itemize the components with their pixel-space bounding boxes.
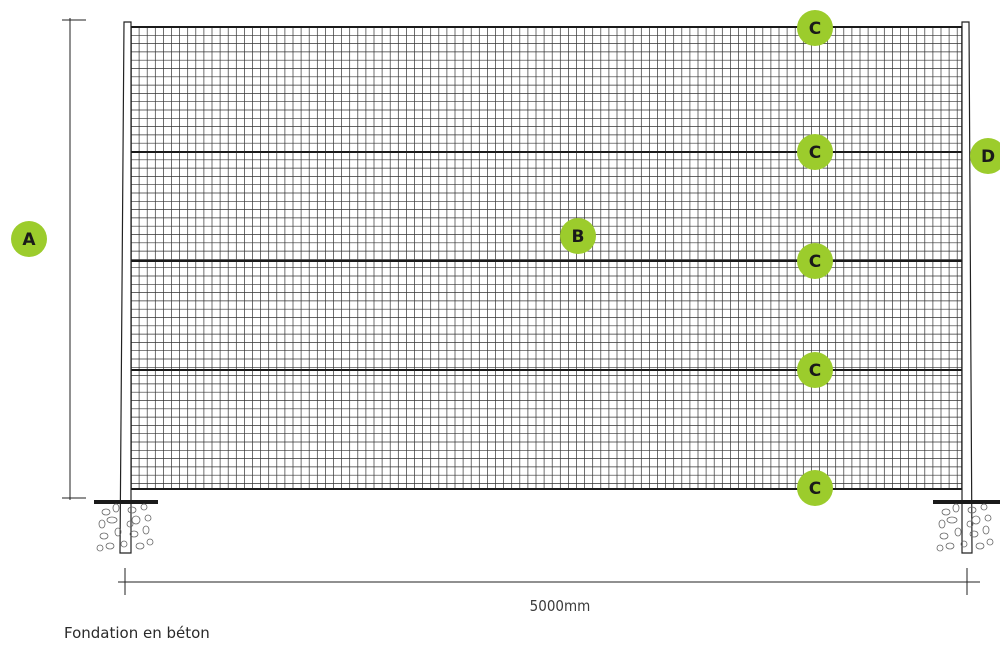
concrete-pebble — [954, 527, 962, 537]
concrete-pebble — [142, 525, 150, 535]
mesh-panel — [130, 26, 963, 490]
foundation-caption: Fondation en béton — [64, 624, 210, 642]
concrete-pebble — [967, 506, 977, 514]
callout-c-5: C — [797, 470, 833, 506]
mesh-grid — [130, 26, 962, 489]
callout-b: B — [560, 218, 596, 254]
callout-c-5-label: C — [809, 479, 821, 499]
concrete-pebble — [129, 530, 139, 538]
callout-d-label: D — [981, 147, 995, 167]
callout-b-label: B — [572, 227, 585, 247]
right-post — [961, 21, 973, 554]
concrete-pebble — [938, 519, 946, 529]
width-dimension-line — [118, 568, 980, 595]
concrete-pebble — [946, 516, 958, 524]
left-post — [119, 21, 132, 554]
concrete-pebble — [960, 540, 968, 548]
concrete-pebble — [101, 508, 111, 516]
concrete-pebble — [127, 506, 137, 514]
callout-c-2: C — [797, 134, 833, 170]
concrete-pebble — [106, 516, 118, 524]
concrete-pebble — [96, 544, 104, 552]
concrete-foundation-right — [936, 503, 994, 552]
concrete-pebble — [99, 532, 109, 540]
mesh-frame — [130, 26, 963, 490]
callout-c-4-label: C — [809, 361, 821, 381]
height-dimension-line — [62, 18, 86, 500]
width-dimension-label: 5000mm — [529, 597, 591, 615]
concrete-pebble — [144, 514, 152, 522]
concrete-pebble — [986, 538, 994, 546]
callout-d: D — [970, 138, 1000, 174]
concrete-pebble — [936, 544, 944, 552]
concrete-pebble — [98, 519, 106, 529]
concrete-pebble — [105, 542, 115, 550]
concrete-pebble — [971, 515, 981, 525]
callout-c-4: C — [797, 352, 833, 388]
concrete-pebble — [982, 525, 990, 535]
concrete-pebble — [126, 520, 134, 528]
concrete-foundation-left — [96, 503, 154, 552]
callout-a-label: A — [22, 230, 36, 250]
callout-c-3-label: C — [809, 252, 821, 272]
callout-c-3: C — [797, 243, 833, 279]
concrete-pebble — [969, 530, 979, 538]
concrete-pebble — [939, 532, 949, 540]
concrete-pebble — [120, 540, 128, 548]
concrete-pebble — [114, 527, 122, 537]
concrete-pebble — [945, 542, 955, 550]
concrete-pebble — [140, 503, 148, 511]
concrete-pebble — [952, 503, 960, 513]
concrete-pebble — [975, 542, 985, 550]
concrete-pebble — [131, 515, 141, 525]
concrete-pebble — [941, 508, 951, 516]
concrete-pebble — [135, 542, 145, 550]
callout-c-1: C — [797, 10, 833, 46]
horizontal-rails — [131, 26, 962, 490]
concrete-pebble — [112, 503, 120, 513]
concrete-pebble — [980, 503, 988, 511]
concrete-pebble — [966, 520, 974, 528]
callout-a: A — [11, 221, 47, 257]
concrete-pebble — [146, 538, 154, 546]
concrete-pebble — [984, 514, 992, 522]
callout-c-2-label: C — [809, 143, 821, 163]
callout-c-1-label: C — [809, 19, 821, 39]
